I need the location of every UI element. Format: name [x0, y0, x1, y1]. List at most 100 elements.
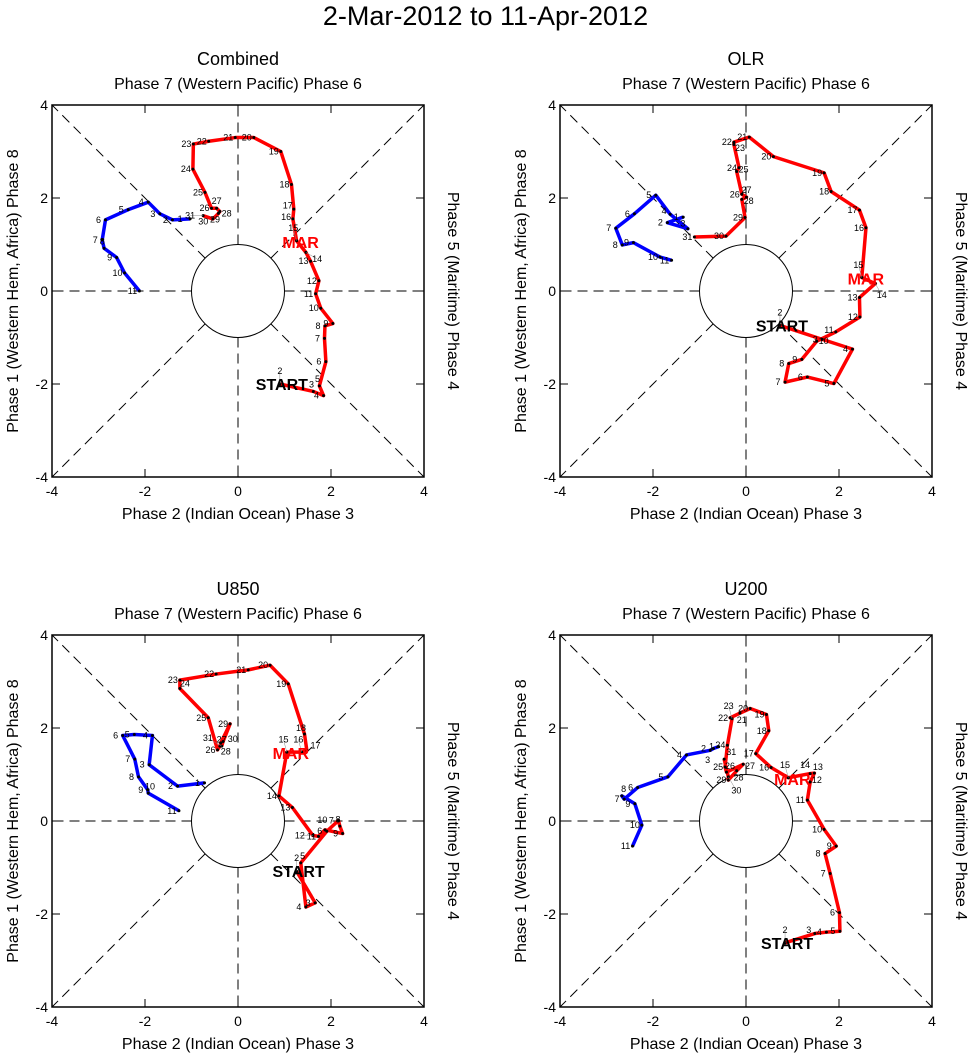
day-label: 29 — [716, 775, 726, 785]
day-label: 7 — [125, 754, 130, 764]
data-point — [832, 382, 836, 386]
day-label: 13 — [299, 256, 309, 266]
y-tick-label: 2 — [40, 190, 48, 206]
day-label: 3 — [150, 209, 155, 219]
day-label: 18 — [296, 723, 306, 733]
x-tick-label: 2 — [835, 1013, 843, 1029]
day-label: 17 — [283, 201, 293, 211]
data-point — [203, 190, 207, 194]
data-point — [206, 716, 210, 720]
day-label: 6 — [113, 730, 118, 740]
day-label: 9 — [323, 319, 328, 329]
diagonal-dashed-line — [778, 634, 933, 789]
day-label: 22 — [722, 137, 732, 147]
data-point — [738, 711, 742, 715]
diagonal-dashed-line — [51, 323, 206, 478]
day-label: 31 — [682, 232, 692, 242]
data-point — [121, 733, 125, 737]
day-label: 6 — [830, 908, 835, 918]
x-tick-label: 2 — [327, 1013, 335, 1029]
day-label: 8 — [315, 321, 320, 331]
data-point — [748, 706, 752, 710]
data-point — [309, 259, 313, 263]
day-label: 6 — [96, 215, 101, 225]
figure-title: 2-Mar-2012 to 11-Apr-2012 — [322, 1, 649, 31]
x-tick-label: 0 — [234, 483, 242, 499]
data-point — [711, 746, 715, 750]
panel-title: OLR — [727, 49, 764, 69]
day-label: 17 — [310, 740, 320, 750]
day-label: 30 — [731, 786, 741, 796]
y-tick-label: -4 — [36, 469, 49, 485]
label-leader-line — [784, 765, 789, 778]
day-label: 15 — [853, 260, 863, 270]
data-point — [158, 212, 162, 216]
day-label: 3 — [306, 898, 311, 908]
data-point — [311, 389, 315, 393]
x-tick-label: -4 — [46, 483, 59, 499]
day-label: 8 — [336, 814, 341, 824]
data-point — [277, 794, 281, 798]
day-label: 29 — [733, 213, 743, 223]
day-label: 11 — [660, 255, 669, 265]
unit-circle — [699, 244, 793, 338]
day-label: 30 — [714, 231, 724, 241]
data-point — [681, 215, 685, 219]
right-axis-label: Phase 5 (Maritime) Phase 4 — [952, 192, 969, 390]
data-point — [724, 770, 728, 774]
x-tick-label: -2 — [139, 1013, 152, 1029]
data-point — [726, 778, 730, 782]
day-label: 2 — [168, 781, 173, 791]
data-point — [764, 713, 768, 717]
data-point — [136, 775, 140, 779]
day-label: 13 — [847, 293, 857, 303]
data-point — [837, 911, 841, 915]
y-axis-label: Phase 1 (Western Hem, Africa) Phase 8 — [513, 149, 530, 432]
day-label: 8 — [779, 359, 784, 369]
data-point — [800, 357, 804, 361]
day-label: 31 — [185, 211, 195, 221]
day-label: 24 — [181, 164, 191, 174]
day-label: 11 — [128, 286, 137, 296]
day-label: 8 — [816, 849, 821, 859]
day-label: 6 — [317, 826, 322, 836]
diagonal-dashed-line — [559, 853, 714, 1008]
data-point — [319, 306, 323, 310]
data-point — [834, 844, 838, 848]
data-point — [291, 217, 295, 221]
day-label: 19 — [812, 168, 822, 178]
day-label: 3 — [813, 334, 818, 344]
day-label: 26 — [206, 745, 216, 755]
data-point — [858, 315, 862, 319]
day-label: 24 — [180, 679, 190, 689]
day-label: 4 — [817, 927, 822, 937]
day-label: 3 — [806, 925, 811, 935]
x-tick-label: 0 — [234, 1013, 242, 1029]
data-point — [314, 292, 318, 296]
panel-u850: U850 Phase 7 (Western Pacific) Phase 6 Pha… — [5, 579, 461, 1053]
data-point — [665, 221, 669, 225]
diagonal-dashed-line — [559, 104, 714, 259]
data-point — [322, 394, 326, 398]
day-label: 10 — [630, 820, 640, 830]
top-axis-label: Phase 7 (Western Pacific) Phase 6 — [622, 76, 870, 93]
x-axis-label: Phase 2 (Indian Ocean) Phase 3 — [630, 1036, 862, 1053]
data-point — [725, 743, 729, 747]
data-point — [323, 828, 327, 832]
data-point — [640, 823, 644, 827]
day-label: 10 — [145, 781, 155, 791]
data-point — [864, 226, 868, 230]
day-label: 9 — [333, 829, 338, 839]
data-point — [191, 142, 195, 146]
day-label: 1 — [674, 212, 679, 222]
data-point — [737, 166, 741, 170]
data-point — [632, 212, 636, 216]
panel-title: U200 — [724, 579, 767, 599]
data-point — [177, 809, 181, 813]
label-leader-line — [298, 739, 302, 753]
data-point — [188, 217, 192, 221]
panel-u200: U200 Phase 7 (Western Pacific) Phase 6 Pha… — [513, 579, 969, 1053]
label-leader-line — [207, 737, 222, 747]
